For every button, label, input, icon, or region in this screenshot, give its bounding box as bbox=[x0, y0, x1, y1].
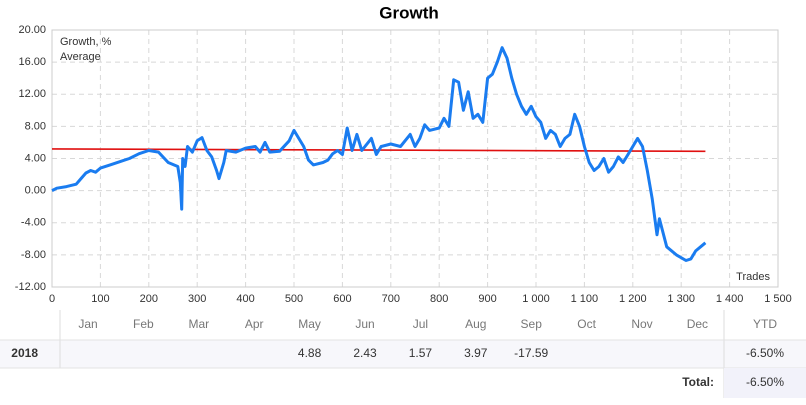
column-header: Mar bbox=[188, 317, 209, 331]
column-header: Sep bbox=[521, 317, 543, 331]
x-tick-label: 700 bbox=[382, 293, 400, 305]
cell-value: 3.97 bbox=[464, 346, 488, 360]
column-header: Jul bbox=[413, 317, 428, 331]
cell-value: -17.59 bbox=[514, 346, 548, 360]
x-tick-label: 200 bbox=[140, 293, 158, 305]
x-tick-label: 100 bbox=[91, 293, 109, 305]
legend-entry: Average bbox=[60, 51, 101, 63]
cell-value: 4.88 bbox=[298, 346, 322, 360]
total-bg bbox=[724, 368, 806, 398]
column-header: Jun bbox=[355, 317, 374, 331]
column-header: May bbox=[298, 317, 321, 331]
cell-value: 1.57 bbox=[409, 346, 433, 360]
y-tick-label: 0.00 bbox=[25, 185, 46, 197]
row-label: 2018 bbox=[11, 346, 38, 360]
y-tick-label: -8.00 bbox=[21, 249, 46, 261]
column-header: Dec bbox=[687, 317, 708, 331]
x-tick-label: 1 100 bbox=[571, 293, 599, 305]
x-tick-label: 300 bbox=[188, 293, 206, 305]
y-tick-label: 12.00 bbox=[18, 88, 46, 100]
column-header: Nov bbox=[631, 317, 652, 331]
x-tick-label: 500 bbox=[285, 293, 303, 305]
column-header: YTD bbox=[753, 317, 777, 331]
column-header: Feb bbox=[133, 317, 154, 331]
total-value: -6.50% bbox=[746, 375, 784, 389]
y-tick-label: 20.00 bbox=[18, 24, 46, 36]
y-tick-label: -12.00 bbox=[15, 281, 46, 293]
y-tick-label: -4.00 bbox=[21, 217, 46, 229]
x-tick-label: 1 300 bbox=[667, 293, 695, 305]
x-tick-label: 900 bbox=[478, 293, 496, 305]
series-line bbox=[51, 46, 707, 262]
chart-title: Growth bbox=[379, 3, 439, 22]
x-tick-label: 1 500 bbox=[764, 293, 792, 305]
x-tick-label: 1 200 bbox=[619, 293, 647, 305]
x-tick-label: 800 bbox=[430, 293, 448, 305]
total-label: Total: bbox=[682, 375, 714, 389]
x-tick-label: 1 000 bbox=[522, 293, 550, 305]
y-tick-label: 4.00 bbox=[25, 152, 46, 164]
legend-entry: Growth, % bbox=[60, 36, 112, 48]
column-header: Oct bbox=[577, 317, 596, 331]
column-header: Jan bbox=[78, 317, 97, 331]
x-tick-label: 1 400 bbox=[716, 293, 744, 305]
x-tick-label: 400 bbox=[236, 293, 254, 305]
x-tick-label: 0 bbox=[49, 293, 55, 305]
row-bg bbox=[0, 340, 806, 368]
column-header: Aug bbox=[465, 317, 486, 331]
x-tick-label: 600 bbox=[333, 293, 351, 305]
ytd-value: -6.50% bbox=[746, 346, 784, 360]
y-tick-label: 16.00 bbox=[18, 56, 46, 68]
cell-value: 2.43 bbox=[353, 346, 377, 360]
y-tick-label: 8.00 bbox=[25, 120, 46, 132]
plot-border bbox=[51, 29, 779, 288]
column-header: Apr bbox=[245, 317, 264, 331]
x-axis-label: Trades bbox=[736, 271, 770, 283]
